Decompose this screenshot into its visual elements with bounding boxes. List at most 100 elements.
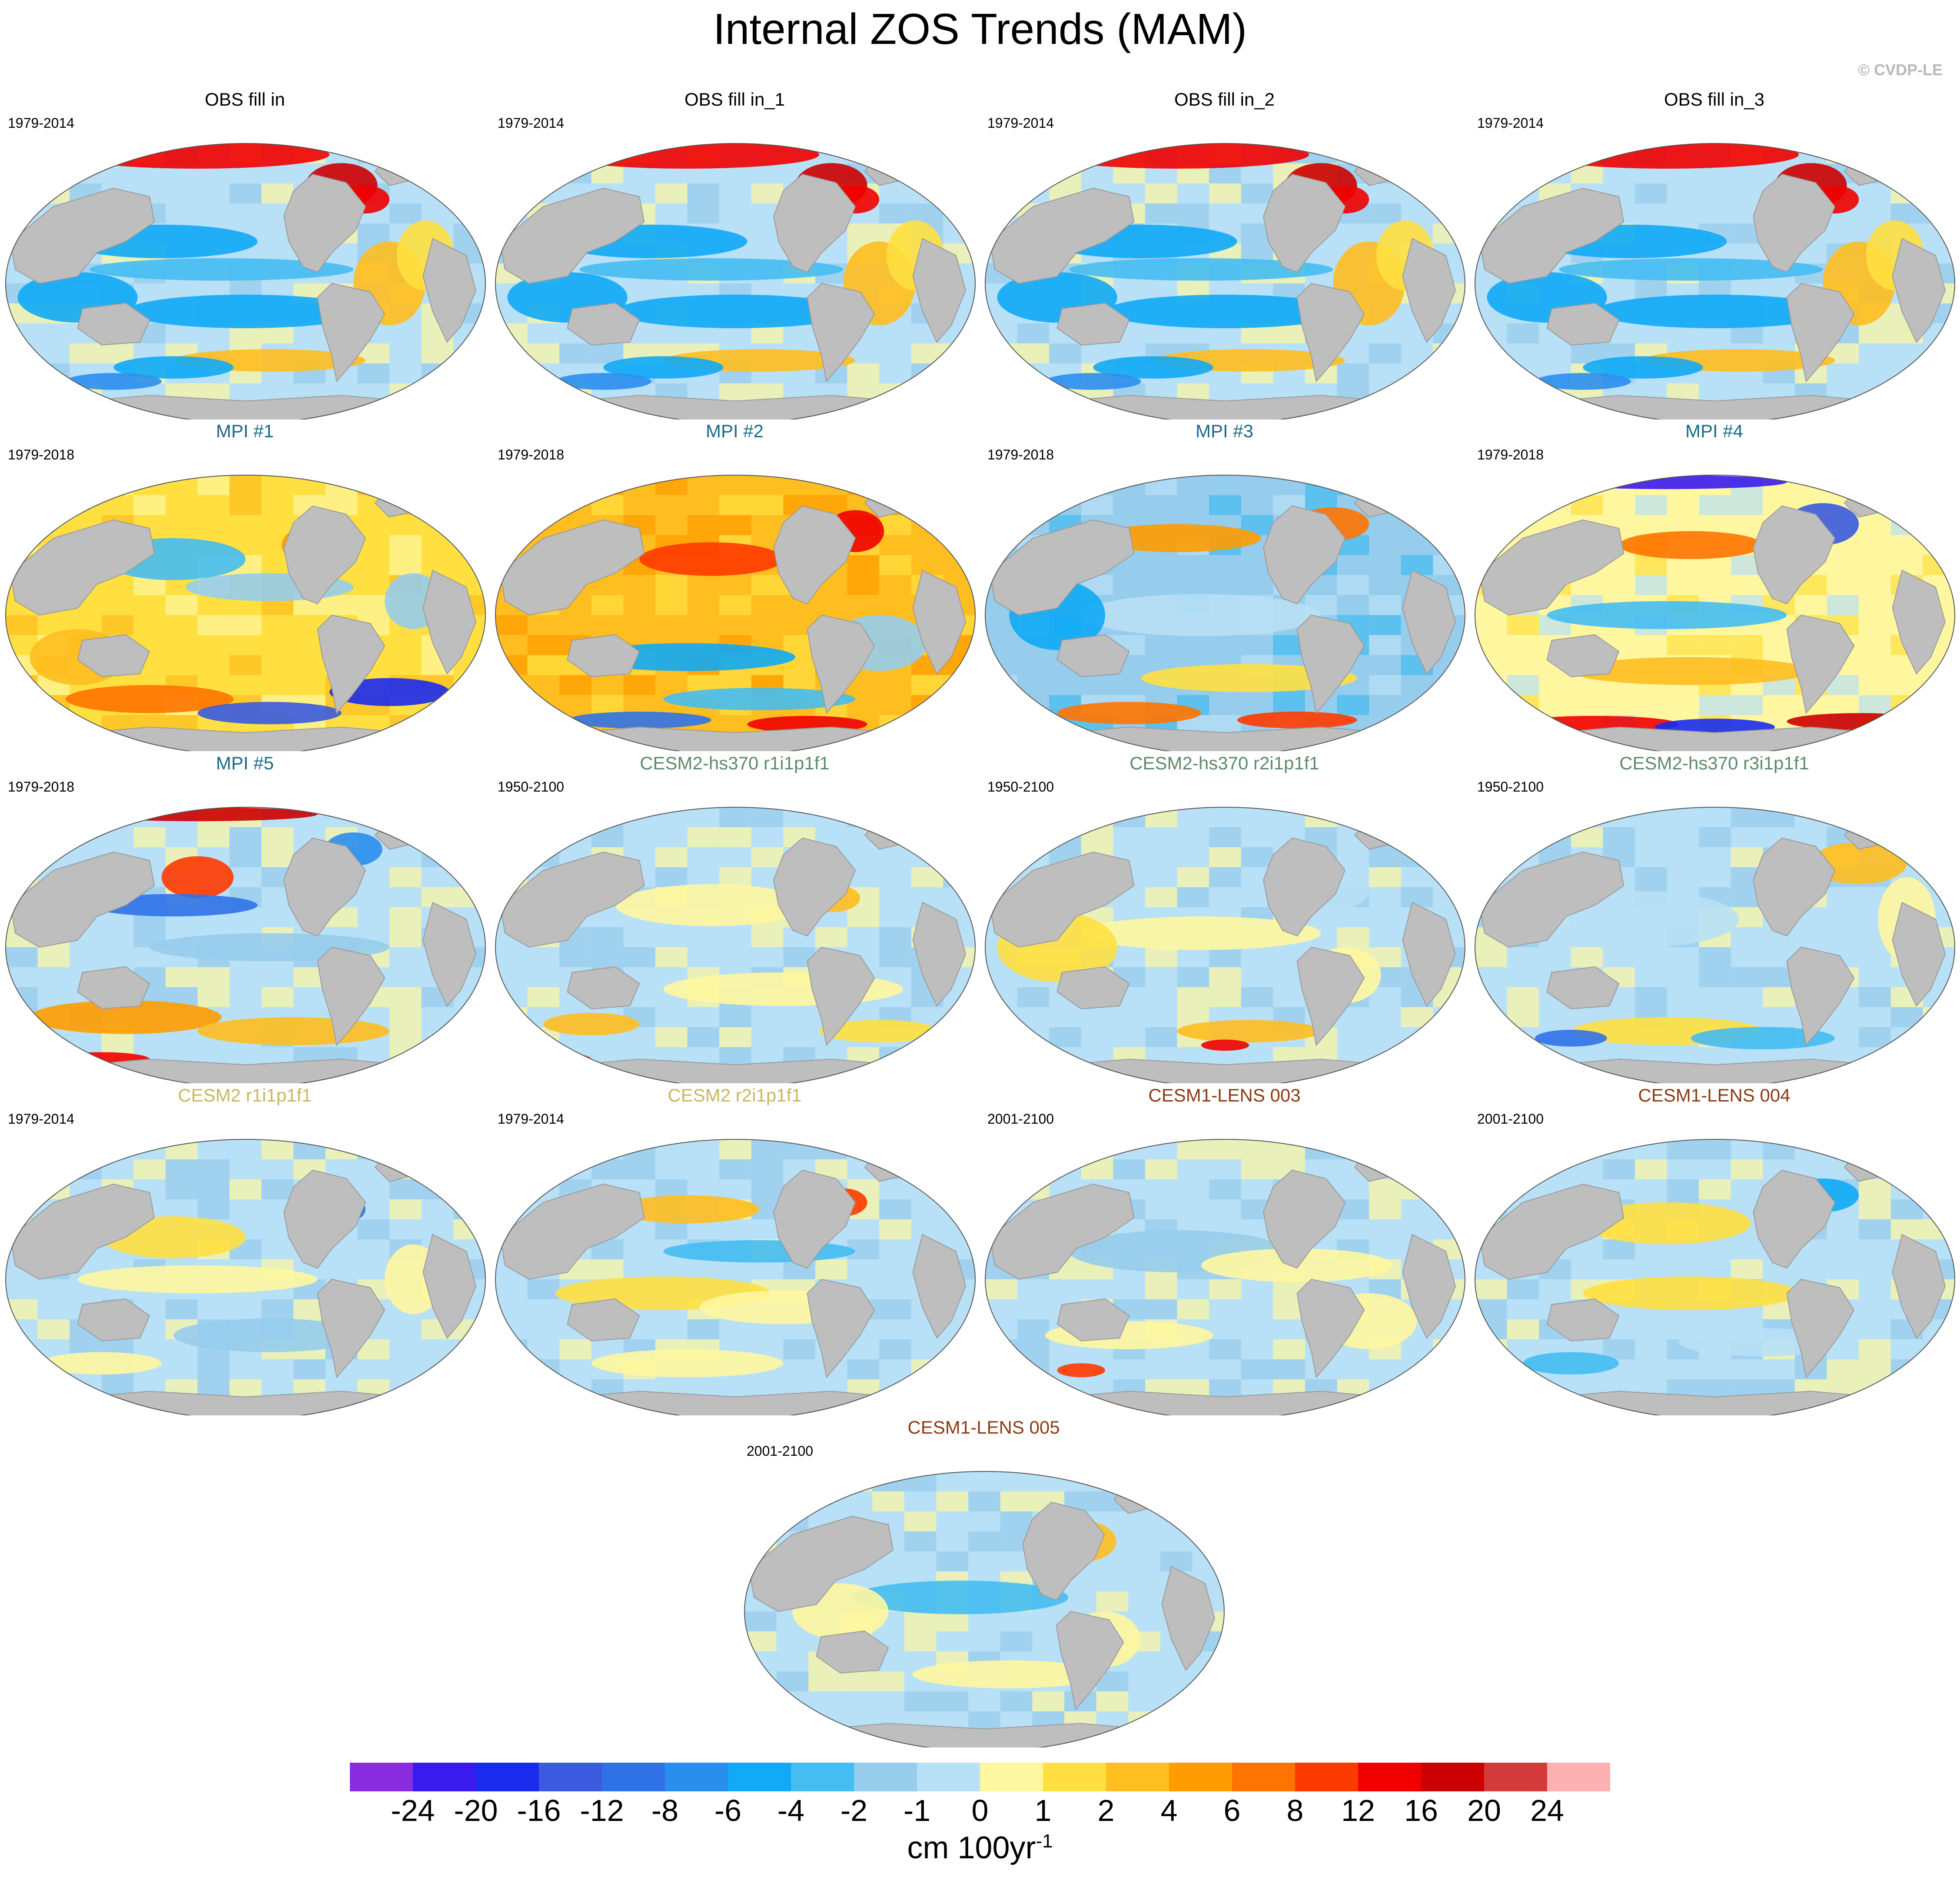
map-panel: CESM2-hs370 r1i1p1f1 1950-2100 <box>490 753 980 1083</box>
trend-cell <box>1241 1139 1273 1159</box>
trend-cell <box>911 143 943 163</box>
trend-cell <box>719 595 751 615</box>
trend-cell <box>166 595 198 615</box>
trend-cell <box>985 343 1017 363</box>
trend-cell <box>1369 475 1401 495</box>
colorbar-tick-label: -8 <box>651 1794 679 1827</box>
trend-region <box>1559 258 1823 281</box>
trend-cell <box>559 143 591 163</box>
trend-cell <box>911 343 943 363</box>
landmass <box>1402 902 1456 1007</box>
map-outline <box>1475 1139 1955 1415</box>
landmass <box>1786 1278 1855 1378</box>
trend-cell <box>229 183 262 203</box>
map-outline <box>495 475 976 751</box>
trend-cell <box>495 1007 528 1027</box>
landmass <box>1753 837 1836 937</box>
trend-cell <box>1890 143 1923 163</box>
trend-region <box>1057 1363 1105 1378</box>
trend-cell <box>872 1671 904 1691</box>
trend-cell <box>591 827 624 847</box>
trend-cell <box>1699 947 1731 967</box>
trend-cell <box>719 1139 751 1159</box>
colorbar-swatch <box>1169 1763 1232 1791</box>
trend-cell <box>1369 595 1401 615</box>
trend-cell <box>1160 1731 1193 1747</box>
trend-cell <box>1433 1339 1465 1359</box>
map-projection <box>5 807 486 1083</box>
trend-cell <box>1923 1159 1955 1179</box>
trend-cell <box>1603 827 1635 847</box>
trend-cell <box>1209 987 1241 1007</box>
landmass <box>912 902 966 1007</box>
trend-region <box>1093 524 1261 552</box>
trend-region <box>912 1660 1104 1689</box>
landmass <box>1546 634 1620 677</box>
trend-cell <box>943 867 975 887</box>
trend-cell <box>1433 363 1465 383</box>
trend-cell <box>847 575 880 595</box>
trend-cell <box>1145 1279 1177 1299</box>
trend-cell <box>904 1511 937 1531</box>
trend-cell <box>751 807 784 827</box>
trend-cell <box>1209 1179 1241 1199</box>
landmass <box>1786 614 1855 714</box>
trend-cell <box>527 403 560 419</box>
map-outline <box>1475 143 1955 419</box>
trend-cell <box>1369 847 1401 867</box>
map-outline <box>495 807 976 1083</box>
trend-region <box>66 373 162 390</box>
trend-cell <box>495 183 528 203</box>
trend-cell <box>1731 847 1763 867</box>
trend-cell <box>687 183 720 203</box>
colorbar-tick-label: 24 <box>1530 1794 1564 1827</box>
trend-cell <box>1241 847 1273 867</box>
trend-cell <box>1507 695 1539 715</box>
trend-cell <box>6 1299 38 1319</box>
trend-cell <box>453 735 485 751</box>
trend-cell <box>1209 183 1241 203</box>
landmass <box>1546 966 1620 1009</box>
trend-cell <box>985 675 1017 695</box>
trend-cell <box>453 695 485 715</box>
trend-cell <box>1827 595 1859 615</box>
trend-cell <box>985 847 1017 867</box>
trend-cell <box>101 475 134 495</box>
trend-cell <box>751 1159 784 1179</box>
trend-cell <box>197 1179 230 1199</box>
trend-cell <box>197 967 230 987</box>
trend-cell <box>37 695 70 715</box>
landmass <box>317 614 385 714</box>
trend-cell <box>37 1179 70 1199</box>
trend-cell <box>166 1159 198 1179</box>
trend-cell <box>1177 867 1209 887</box>
trend-cell <box>1337 1139 1369 1159</box>
trend-cell <box>37 163 70 183</box>
trend-cell <box>6 715 38 735</box>
trend-cell <box>911 827 943 847</box>
landmass <box>567 966 640 1009</box>
trend-cell <box>943 1379 975 1399</box>
trend-cell <box>527 1279 560 1299</box>
trend-cell <box>879 947 911 967</box>
trend-cell <box>872 1491 904 1511</box>
trend-cell <box>6 403 38 419</box>
trend-cell <box>1699 967 1731 987</box>
colorbar-tick-label: -20 <box>454 1794 498 1827</box>
landmass <box>77 1298 150 1341</box>
trend-cell <box>1699 1179 1731 1199</box>
trend-cell <box>6 1007 38 1027</box>
trend-cell <box>6 1047 38 1067</box>
trend-cell <box>527 1067 560 1083</box>
trend-cell <box>1433 383 1465 403</box>
map-panel: CESM2 r2i1p1f1 1979-2014 <box>490 1085 980 1415</box>
trend-cell <box>985 1339 1017 1359</box>
panel-title: OBS fill in <box>205 89 285 110</box>
trend-cell <box>840 1471 873 1491</box>
trend-cell <box>421 887 454 907</box>
map-panel: CESM1-LENS 004 2001-2100 <box>1469 1085 1959 1415</box>
trend-cell <box>527 807 560 827</box>
trend-region <box>1523 1352 1619 1374</box>
trend-cell <box>1017 987 1050 1007</box>
landmass <box>807 283 875 383</box>
